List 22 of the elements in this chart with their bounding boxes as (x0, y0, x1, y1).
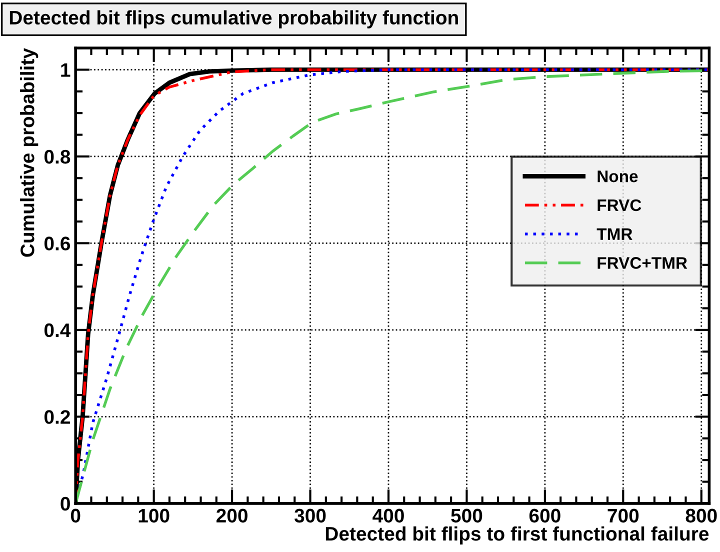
x-tick-label: 600 (529, 508, 560, 523)
x-tick-label: 700 (608, 508, 639, 523)
y-tick-label: 0 (60, 496, 70, 511)
x-tick-label: 100 (138, 508, 170, 523)
legend-label: FRVC (598, 199, 642, 212)
x-tick-label: 500 (451, 508, 482, 523)
x-tick-label: 800 (686, 508, 717, 523)
y-tick-label: 0.8 (44, 150, 70, 164)
y-tick-label: 0.2 (44, 410, 70, 424)
y-tick-label: 1 (61, 63, 70, 77)
y-tick-label: 0.6 (44, 236, 70, 250)
x-axis-title: Detected bit flips to first functional failure (326, 526, 709, 545)
legend-label: TMR (596, 228, 632, 240)
legend-label: FRVC+TMR (598, 257, 688, 269)
x-tick-label: 300 (294, 508, 326, 523)
legend-label: None (598, 170, 638, 182)
chart-title: Detected bit flips cumulative probability function (10, 10, 458, 28)
y-axis-title: Cumulative probability (20, 48, 38, 257)
y-tick-label: 0.4 (44, 323, 71, 338)
x-tick-label: 0 (70, 508, 80, 523)
x-tick-label: 200 (216, 508, 248, 523)
x-tick-label: 400 (372, 508, 404, 523)
